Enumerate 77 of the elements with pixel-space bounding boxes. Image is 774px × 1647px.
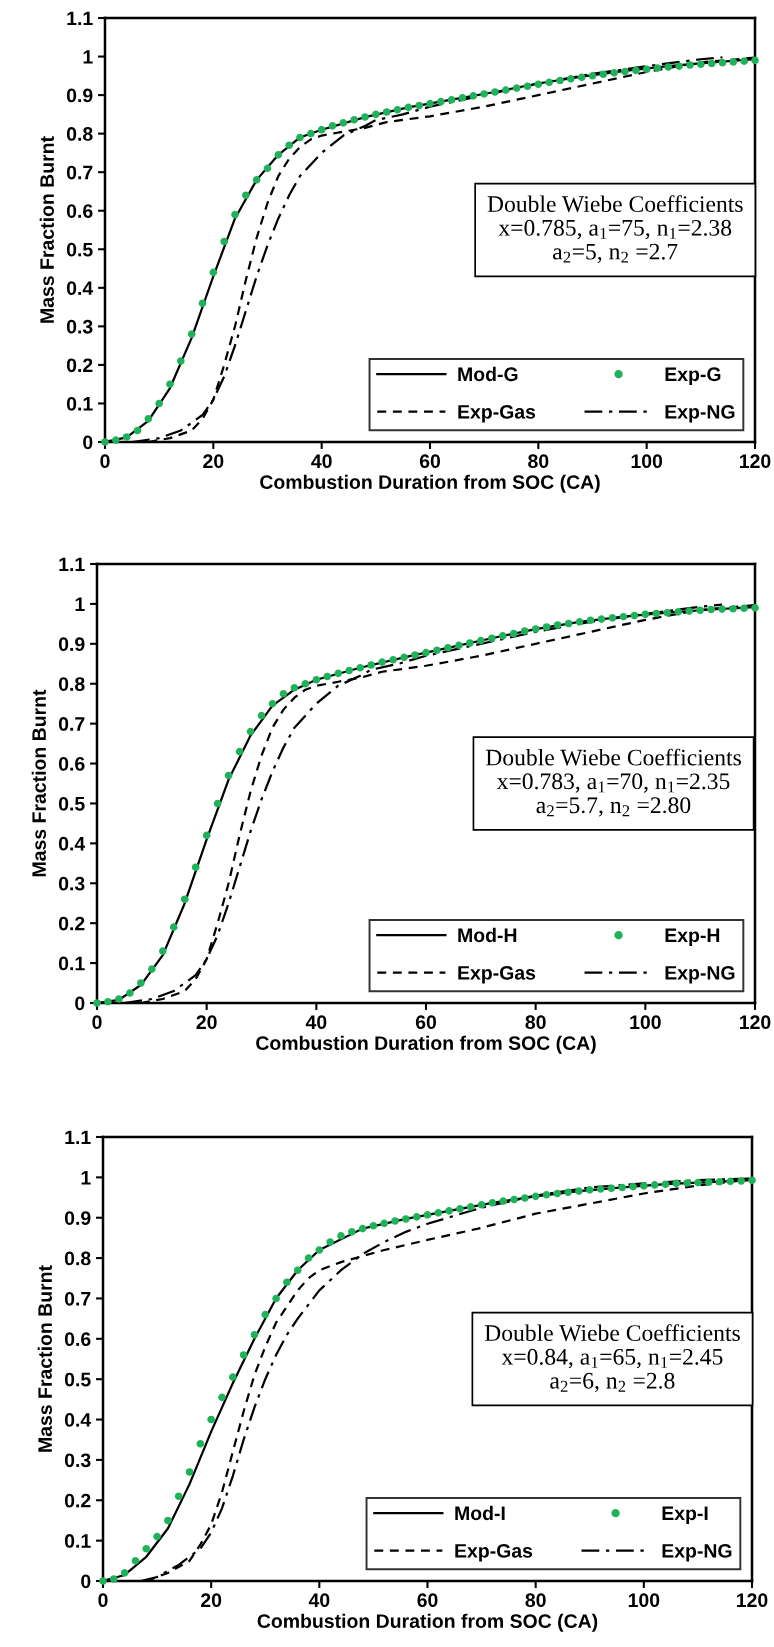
legend-label: Exp-Gas	[458, 965, 536, 984]
x-axis-title: Combustion Duration from SOC (CA)	[257, 1613, 598, 1632]
y-tick-label: 0.1	[64, 1534, 91, 1548]
y-tick-label: 1.1	[65, 1130, 91, 1145]
y-tick-label: 0.2	[58, 916, 85, 931]
y-tick-label: 0.8	[58, 677, 85, 691]
y-axis-title: Mass Fraction Burnt	[39, 136, 54, 323]
y-tick-label: 0.4	[58, 836, 86, 851]
y-tick-label: 0	[81, 1574, 91, 1589]
x-tick-label: 0	[100, 454, 110, 469]
y-tick-label: 1	[83, 50, 93, 64]
y-axis-title: Mass Fraction Burnt	[31, 689, 46, 877]
x-tick-label: 60	[415, 1015, 437, 1030]
y-tick-label: 0.2	[66, 358, 93, 373]
text: Double Wiebe Coefficients x=0.84, a$_{1}$=65, n$_{1}$=2.45 a$_{2}$=6, n$_{2}$ =2.8	[484, 1324, 740, 1393]
text: Double Wiebe Coefficients x=0.785, a$_{1}$=75, n$_{1}$=2.38 a$_{2}$=5, n$_{2}$ =2.7	[487, 195, 743, 263]
x-axis-title: Combustion Duration from SOC (CA)	[256, 1035, 596, 1054]
x-tick-label: 40	[305, 1015, 327, 1030]
y-tick-label: 0.5	[58, 796, 85, 811]
x-tick-label: 40	[308, 1593, 330, 1608]
y-tick-label: 1	[75, 597, 85, 611]
y-tick-label: 0	[75, 996, 85, 1011]
x-tick-label: 60	[417, 1593, 438, 1608]
y-tick-label: 0.9	[66, 88, 93, 103]
y-tick-label: 0.8	[66, 127, 93, 141]
x-tick-label: 0	[98, 1593, 108, 1608]
x-tick-label: 80	[528, 454, 549, 469]
x-tick-label: 60	[419, 454, 441, 469]
x-axis-title: Combustion Duration from SOC (CA)	[260, 474, 600, 493]
y-tick-label: 0.7	[58, 717, 85, 731]
legend-label: Exp-Gas	[458, 404, 536, 423]
legend-label: Exp-NG	[665, 965, 735, 984]
legend-label: Exp-Gas	[455, 1543, 533, 1562]
y-tick-label: 0.7	[66, 165, 93, 180]
x-tick-label: 20	[203, 454, 224, 469]
y-tick-label: 0.9	[64, 1211, 91, 1225]
legend-label: Exp-I	[662, 1506, 708, 1524]
legend-label: Exp-H	[665, 928, 720, 946]
y-tick-label: 0.9	[58, 637, 85, 652]
legend-label: Exp-G	[665, 367, 721, 385]
y-tick-label: 0	[83, 435, 93, 450]
x-tick-label: 80	[525, 1015, 546, 1030]
y-tick-label: 0.6	[66, 204, 93, 218]
y-tick-label: 0.3	[58, 876, 85, 891]
x-tick-label: 120	[737, 1593, 768, 1608]
y-tick-label: 0.7	[64, 1291, 91, 1306]
y-tick-label: 0.6	[64, 1332, 91, 1347]
x-tick-label: 120	[740, 454, 771, 469]
x-tick-label: 100	[628, 1593, 660, 1608]
x-tick-label: 120	[740, 1015, 771, 1030]
y-tick-label: 1	[81, 1171, 91, 1185]
y-tick-label: 0.1	[58, 956, 85, 971]
legend-label: Exp-NG	[662, 1543, 732, 1562]
y-axis-title: Mass Fraction Burnt	[37, 1265, 52, 1452]
y-tick-label: 0.1	[66, 396, 93, 411]
x-tick-label: 100	[630, 1015, 661, 1030]
x-tick-label: 100	[631, 454, 663, 469]
x-tick-label: 20	[201, 1593, 222, 1608]
legend-label: Exp-NG	[665, 404, 735, 423]
y-tick-label: 0.5	[66, 242, 93, 257]
legend-label: Mod-G	[458, 366, 518, 382]
y-tick-label: 1.1	[67, 11, 93, 26]
y-tick-label: 0.3	[66, 319, 93, 334]
y-tick-label: 0.2	[64, 1493, 91, 1508]
y-tick-label: 0.4	[64, 1413, 92, 1427]
x-tick-label: 80	[525, 1593, 546, 1608]
y-tick-label: 0.8	[64, 1251, 91, 1266]
y-tick-label: 0.4	[66, 281, 94, 296]
x-tick-label: 20	[196, 1015, 217, 1030]
x-tick-label: 40	[311, 454, 332, 469]
y-tick-label: 0.6	[58, 757, 85, 771]
y-tick-label: 1.1	[59, 557, 85, 572]
y-tick-label: 0.5	[64, 1372, 91, 1387]
text: Double Wiebe Coefficients x=0.783, a$_{1}$=70, n$_{1}$=2.35 a$_{2}$=5.7, n$_{2}$ =2.80	[485, 748, 741, 817]
legend-label: Mod-I	[455, 1505, 505, 1521]
legend-label: Mod-H	[458, 927, 517, 943]
y-tick-label: 0.3	[64, 1453, 91, 1468]
